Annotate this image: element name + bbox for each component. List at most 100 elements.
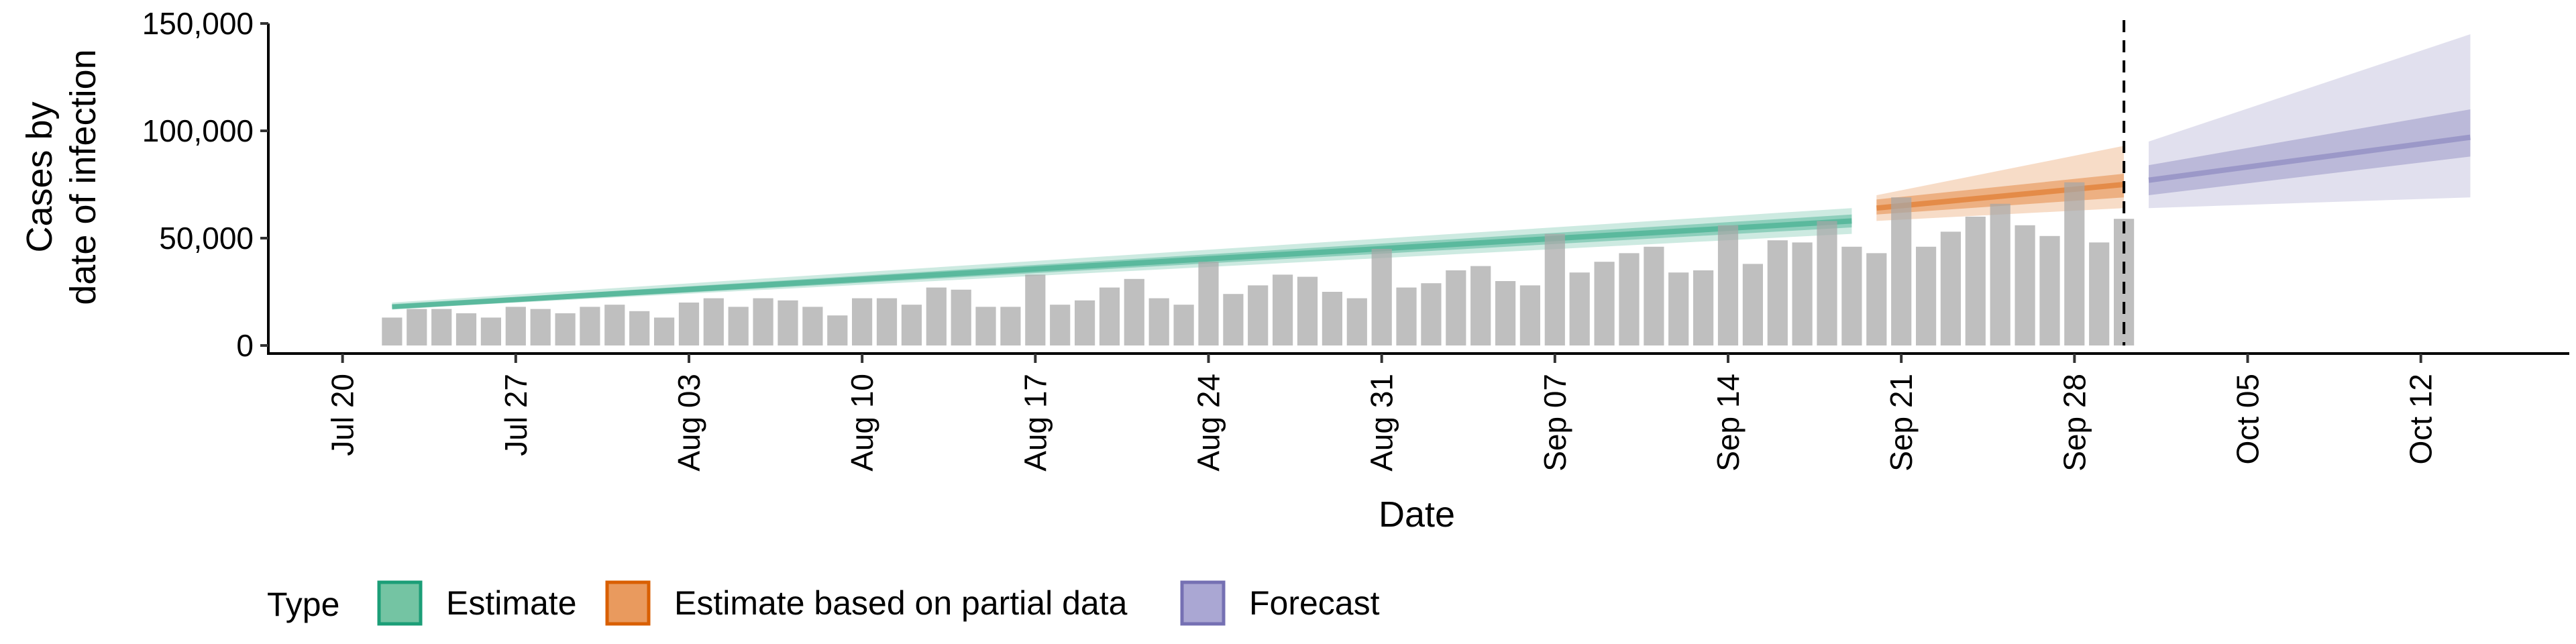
bar	[1891, 197, 1912, 345]
x-tick-label: Aug 17	[1018, 374, 1053, 472]
bar	[728, 307, 749, 345]
legend-label-forecast: Forecast	[1249, 584, 1380, 622]
bar	[1495, 281, 1516, 345]
bar	[1594, 262, 1615, 345]
bar	[852, 298, 873, 345]
bar	[802, 307, 823, 345]
bar	[1717, 225, 1739, 345]
x-tick-label: Aug 10	[845, 374, 879, 472]
bar	[1396, 287, 1417, 345]
legend-swatch-estimate	[377, 580, 423, 626]
bar	[2064, 182, 2085, 345]
bar	[876, 298, 898, 345]
y-axis-title-line-2: date of infection	[63, 49, 103, 305]
x-axis-title: Date	[1379, 494, 1455, 535]
bar	[1000, 307, 1021, 345]
estimate-based-on-partial-data-inner-band	[1876, 174, 2125, 215]
bar	[1841, 246, 1862, 345]
bar	[678, 303, 700, 345]
bar	[1421, 283, 1442, 345]
bar	[1198, 262, 1219, 345]
y-tick-label: 0	[236, 328, 254, 363]
estimate-median-line	[392, 218, 1852, 310]
x-tick-label: Sep 28	[2057, 374, 2092, 472]
bar	[530, 309, 551, 345]
forecast-inner-band	[2149, 109, 2471, 195]
bar	[629, 311, 650, 345]
bar	[1965, 217, 1986, 345]
bar	[505, 307, 526, 345]
legend-label-estimate: Estimate	[446, 584, 577, 622]
bar	[1025, 274, 1046, 345]
legend-label-estimate-based-on-partial-data: Estimate based on partial data	[674, 584, 1128, 622]
x-tick-label: Aug 31	[1364, 374, 1399, 472]
bar	[407, 309, 427, 345]
x-tick-label: Oct 12	[2404, 374, 2438, 465]
bar	[1519, 285, 1540, 345]
bars-layer	[382, 182, 2135, 345]
bar	[1569, 272, 1590, 345]
bar	[1644, 246, 1664, 345]
bar	[1940, 231, 1961, 345]
legend-swatch-estimate-based-on-partial-data	[605, 580, 651, 626]
bar	[1124, 278, 1144, 345]
x-tick-label: Aug 03	[672, 374, 706, 472]
bar	[1742, 264, 1763, 345]
bar	[2015, 225, 2035, 345]
bar	[753, 298, 773, 345]
bar	[1371, 249, 1392, 345]
bar	[555, 313, 576, 345]
forecast-median-line	[2148, 134, 2471, 183]
axes-layer	[267, 23, 2569, 355]
bar	[1297, 276, 1318, 345]
bar	[1544, 233, 1565, 345]
bar	[1619, 253, 1640, 345]
bar	[1322, 292, 1342, 345]
x-tick-label: Sep 07	[1538, 374, 1572, 472]
bar	[1446, 270, 1466, 345]
forecast-outer-band	[2149, 34, 2471, 209]
bar	[1470, 266, 1491, 345]
bar	[827, 315, 848, 345]
legend-swatch-forecast	[1180, 580, 1226, 626]
bar	[1346, 298, 1367, 345]
bar	[777, 300, 798, 345]
bar	[951, 289, 971, 345]
bar	[703, 298, 724, 345]
bar	[580, 307, 600, 345]
y-ticks: 0 50,000 100,000 150,000	[142, 6, 268, 363]
x-tick-label: Sep 21	[1884, 374, 1919, 472]
x-tick-label: Sep 14	[1711, 374, 1746, 472]
bar	[480, 317, 501, 345]
estimate-inner-band	[392, 214, 1852, 309]
bar	[1792, 242, 1813, 345]
bar	[901, 305, 922, 345]
x-tick-label: Jul 27	[498, 374, 533, 456]
bar	[1273, 274, 1293, 345]
x-tick-label: Jul 20	[325, 374, 360, 456]
x-ticks: Jul 20 Jul 27 Aug 03 Aug 10 Aug 17 Aug 24 Aug …	[325, 354, 2438, 472]
bar	[2039, 235, 2060, 345]
bar	[1866, 253, 1887, 345]
bar	[1668, 272, 1689, 345]
estimate-based-on-partial-data-outer-band	[1876, 146, 2125, 221]
bar	[1075, 300, 1095, 345]
bar	[455, 313, 477, 345]
legend-title: Type	[267, 586, 339, 623]
x-tick-label: Oct 05	[2231, 374, 2265, 465]
bar	[1148, 298, 1169, 345]
bar	[1693, 270, 1714, 345]
bar	[1050, 305, 1071, 345]
y-tick-label: 150,000	[142, 6, 254, 41]
bar	[1173, 305, 1194, 345]
bar	[975, 307, 996, 345]
y-tick-label: 100,000	[142, 113, 254, 148]
y-axis-title-line-1: Cases by	[19, 101, 60, 252]
bar	[2089, 242, 2110, 345]
bar	[1990, 203, 2010, 345]
bar	[1817, 221, 1837, 345]
bar	[654, 317, 675, 345]
bar	[1099, 287, 1120, 345]
estimate-outer-band	[392, 208, 1852, 309]
